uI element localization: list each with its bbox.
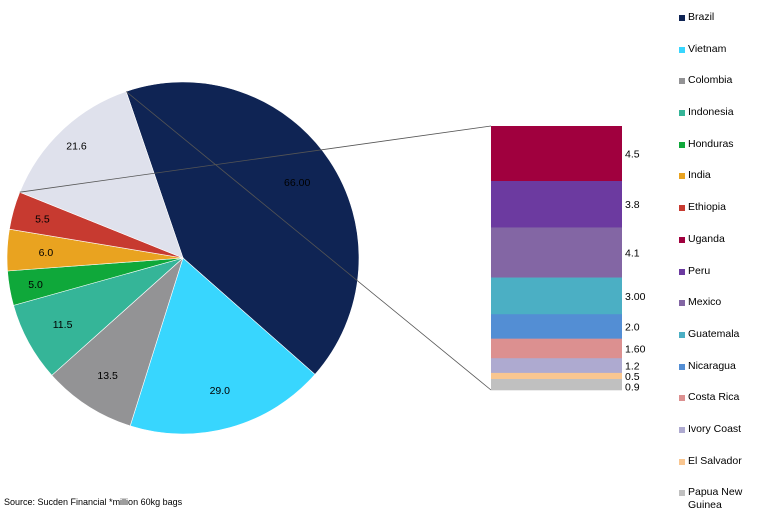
legend-label: El Salvador: [688, 454, 742, 467]
legend-item-colombia: Colombia: [679, 71, 769, 103]
pie-slice-colombia: [51, 257, 184, 427]
legend-swatch: [679, 490, 685, 497]
legend-item-papua-new-guinea: Papua New Guinea: [679, 483, 769, 515]
legend-item-nicaragua: Nicaragua: [679, 357, 769, 389]
bar-segment-peru: [491, 181, 622, 228]
legend-item-costa-rica: Costa Rica: [679, 388, 769, 420]
legend-label: Colombia: [688, 74, 733, 87]
legend: Brazil Vietnam Colombia Indonesia Honduras In…: [679, 8, 769, 515]
connector-lines: [19, 91, 492, 391]
legend-label: Uganda: [688, 232, 725, 245]
pie-label-indonesia: 11.5: [53, 319, 73, 331]
source-note: Source: Sucden Financial *million 60kg b…: [4, 497, 183, 507]
legend-swatch: [679, 46, 685, 53]
pie-label-brazil: 66.00: [284, 177, 310, 189]
legend-label: Ethiopia: [688, 201, 726, 214]
legend-item-ivory-coast: Ivory Coast: [679, 420, 769, 452]
bar-segment-nicaragua: [491, 314, 622, 339]
legend-item-mexico: Mexico: [679, 293, 769, 325]
legend-swatch: [679, 458, 685, 465]
legend-swatch: [679, 331, 685, 338]
bar-segment-ivory-coast: [491, 358, 622, 374]
pie-slice-other: [19, 91, 184, 259]
legend-label: Papua New Guinea: [688, 486, 743, 512]
legend-swatch: [679, 15, 685, 21]
bar-segment-uganda: [491, 126, 622, 182]
legend-swatch: [679, 268, 685, 275]
bar-segment-papua-new-guinea: [491, 379, 622, 391]
legend-swatch: [679, 363, 685, 370]
bar-segment-guatemala: [491, 277, 622, 315]
bar-label-guatemala: 3.00: [625, 291, 646, 303]
legend-swatch: [679, 141, 685, 148]
legend-label: Honduras: [688, 137, 734, 150]
legend-swatch: [679, 205, 685, 212]
pie-label-other: 21.6: [66, 141, 87, 153]
legend-item-indonesia: Indonesia: [679, 103, 769, 135]
legend-swatch: [679, 78, 685, 85]
legend-swatch: [679, 173, 685, 180]
pie-label-india: 6.0: [39, 247, 54, 259]
legend-item-el-salvador: El Salvador: [679, 452, 769, 484]
legend-label: Brazil: [688, 11, 715, 23]
legend-item-brazil: Brazil: [679, 8, 769, 40]
legend-label: Nicaragua: [688, 359, 736, 372]
legend-label: India: [688, 169, 711, 182]
bar-segment-mexico: [491, 227, 622, 278]
pie-label-vietnam: 29.0: [210, 385, 231, 397]
pie-label-honduras: 5.0: [28, 279, 43, 291]
pie-chart: 66.00 29.0 13.5 11.5 5.0 6.0 5.5 21.6: [6, 81, 360, 435]
bar-segment-costa-rica: [491, 338, 622, 359]
connector-line-bottom: [125, 91, 492, 391]
legend-item-uganda: Uganda: [679, 230, 769, 262]
legend-item-honduras: Honduras: [679, 135, 769, 167]
legend-swatch: [679, 236, 685, 243]
legend-swatch: [679, 395, 685, 402]
legend-item-india: India: [679, 166, 769, 198]
pie-label-ethiopia: 5.5: [35, 214, 50, 226]
legend-swatch: [679, 300, 685, 307]
legend-swatch: [679, 110, 685, 117]
bar-label-el-salvador: 0.5: [625, 371, 640, 383]
bar-label-nicaragua: 2.0: [625, 321, 640, 333]
legend-label: Costa Rica: [688, 391, 740, 404]
pie-slice-brazil: [125, 81, 360, 375]
bar-label-mexico: 4.1: [625, 248, 640, 260]
stacked-bar: 4.5 3.8 4.1 3.00 2.0 1.60 1.20.50.9: [491, 126, 646, 394]
bar-label-costa-rica: 1.60: [625, 343, 646, 355]
legend-swatch: [679, 426, 685, 433]
legend-item-ethiopia: Ethiopia: [679, 198, 769, 230]
bar-segment-el-salvador: [491, 372, 622, 380]
legend-label: Ivory Coast: [688, 422, 742, 435]
pie-slice-vietnam: [129, 257, 316, 435]
legend-item-guatemala: Guatemala: [679, 325, 769, 357]
legend-item-peru: Peru: [679, 262, 769, 294]
legend-label: Mexico: [688, 296, 722, 309]
connector-line-top: [19, 125, 492, 193]
legend-label: Vietnam: [688, 42, 727, 55]
legend-label: Guatemala: [688, 327, 740, 340]
legend-item-vietnam: Vietnam: [679, 40, 769, 72]
bar-label-ivory-coast: 1.2: [625, 361, 640, 373]
pie-label-colombia: 13.5: [97, 370, 118, 382]
legend-label: Peru: [688, 264, 711, 277]
bar-label-papua-new-guinea: 0.9: [625, 382, 640, 394]
bar-label-uganda: 4.5: [625, 149, 640, 161]
legend-label: Indonesia: [688, 106, 734, 119]
bar-label-peru: 3.8: [625, 199, 640, 211]
